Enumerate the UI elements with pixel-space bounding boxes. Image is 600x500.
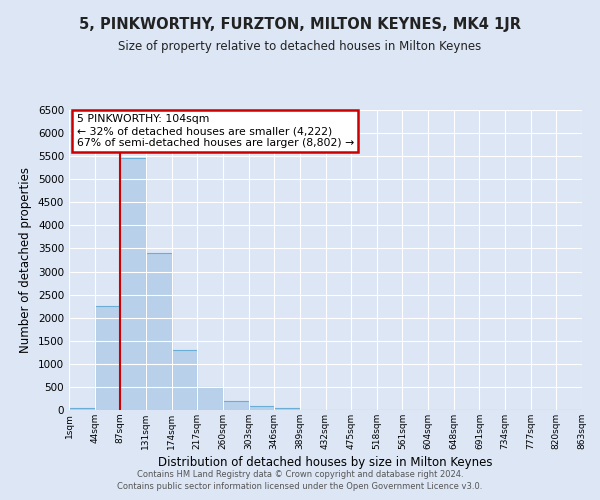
- Text: Contains public sector information licensed under the Open Government Licence v3: Contains public sector information licen…: [118, 482, 482, 491]
- Bar: [197, 388, 223, 410]
- Bar: [146, 253, 172, 410]
- Bar: [274, 408, 300, 410]
- X-axis label: Distribution of detached houses by size in Milton Keynes: Distribution of detached houses by size …: [158, 456, 493, 469]
- Bar: [120, 158, 146, 410]
- Y-axis label: Number of detached properties: Number of detached properties: [19, 167, 32, 353]
- Text: Contains HM Land Registry data © Crown copyright and database right 2024.: Contains HM Land Registry data © Crown c…: [137, 470, 463, 479]
- Text: Size of property relative to detached houses in Milton Keynes: Size of property relative to detached ho…: [118, 40, 482, 53]
- Bar: [95, 306, 121, 410]
- Bar: [172, 350, 197, 410]
- Bar: [69, 408, 95, 410]
- Text: 5 PINKWORTHY: 104sqm
← 32% of detached houses are smaller (4,222)
67% of semi-de: 5 PINKWORTHY: 104sqm ← 32% of detached h…: [77, 114, 354, 148]
- Bar: [223, 401, 248, 410]
- Text: 5, PINKWORTHY, FURZTON, MILTON KEYNES, MK4 1JR: 5, PINKWORTHY, FURZTON, MILTON KEYNES, M…: [79, 18, 521, 32]
- Bar: [248, 406, 274, 410]
